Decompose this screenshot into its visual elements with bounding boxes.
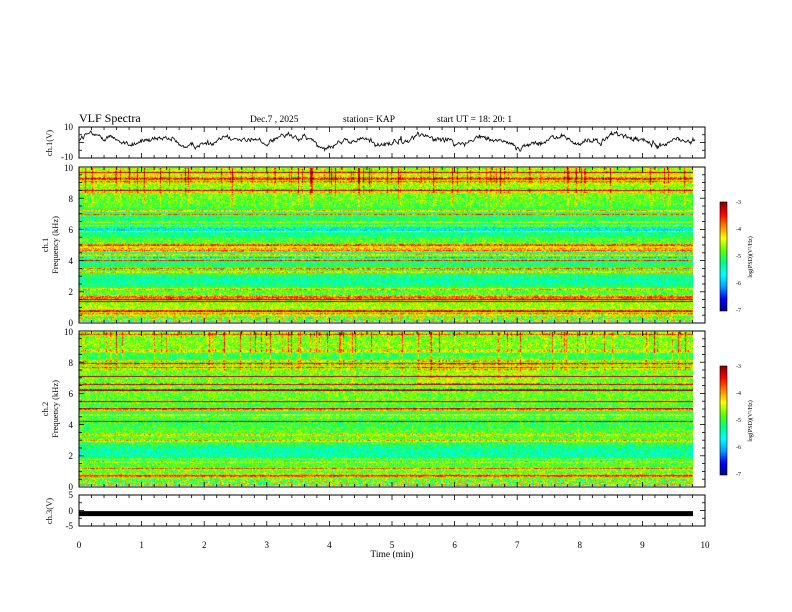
axis-tick-marks: [78, 126, 706, 527]
x-tick-label-2: 2: [202, 540, 207, 550]
ch1-ytick-6: 6: [69, 225, 74, 235]
cb1-tick-m6: -6: [736, 281, 741, 287]
x-axis-tick-labels: 0 1 2 3 4 5 6 7 8 9 10: [77, 540, 710, 550]
ch1-spectrogram-yticks: 0 2 4 6 8 10: [64, 163, 74, 328]
ch2-ytick-8: 8: [69, 358, 74, 368]
ch2-spectrogram-ylabel-channel: ch.2: [40, 402, 50, 416]
cb1-tick-m7: -7: [736, 308, 741, 314]
station-label: station= KAP: [343, 115, 395, 125]
ch1-spectrogram-panel: 0 2 4 6 8 10 ch.1 Frequency (kHz) -3 -4 …: [40, 163, 754, 328]
ch2-colorbar-label: log(PSD)(V²/Hz): [747, 400, 754, 441]
ch2-colorbar: [719, 365, 728, 476]
ch1-ytick-0: 0: [69, 318, 74, 328]
ch1-ytick-bottom: -10: [61, 152, 73, 162]
x-tick-label-1: 1: [139, 540, 144, 550]
ch1-waveform-trace: [78, 130, 696, 152]
ch3-waveform-panel: 5 0 -5 ch.3(V): [44, 490, 706, 531]
cb2-tick-m7: -7: [736, 472, 741, 478]
ch1-ytick-top: 10: [64, 122, 74, 132]
x-tick-label-0: 0: [77, 540, 82, 550]
ch1-spectrogram-image: [79, 168, 693, 322]
cb2-tick-m4: -4: [736, 391, 741, 397]
ch1-ytick-2: 2: [69, 287, 74, 297]
ch2-spectrogram-ylabel-frequency: Frequency (kHz): [50, 380, 60, 438]
ch3-ytick-bottom: -5: [66, 521, 74, 531]
figure-title: VLF Spectra: [79, 111, 141, 125]
cb1-tick-m5: -5: [736, 254, 741, 260]
ch3-waveform-ylabel: ch.3(V): [44, 498, 54, 524]
ch2-ytick-6: 6: [69, 389, 74, 399]
ch1-colorbar-label: log(PSD)(V²/Hz): [747, 236, 754, 277]
ch1-spectrogram-ylabel-frequency: Frequency (kHz): [50, 216, 60, 274]
ch1-waveform-panel: 10 -10 ch.1(V): [44, 122, 706, 162]
x-tick-label-5: 5: [390, 540, 395, 550]
ch1-spectrogram-ylabel-channel: ch.1: [40, 238, 50, 252]
start-time-label: start UT = 18: 20: 1: [437, 115, 512, 125]
ch1-colorbar: [719, 201, 728, 312]
ch2-ytick-2: 2: [69, 451, 74, 461]
ch1-ytick-8: 8: [69, 194, 74, 204]
x-tick-label-6: 6: [452, 540, 457, 550]
cb1-tick-m4: -4: [736, 227, 741, 233]
ch1-ytick-4: 4: [69, 256, 74, 266]
ch2-ytick-4: 4: [69, 420, 74, 430]
ch2-ytick-0: 0: [69, 482, 74, 492]
x-tick-label-10: 10: [701, 540, 711, 550]
date-label: Dec.7 , 2025: [250, 115, 299, 125]
cb2-tick-m6: -6: [736, 445, 741, 451]
cb2-tick-m3: -3: [736, 364, 741, 370]
ch2-ytick-10: 10: [64, 327, 74, 337]
x-axis-label: Time (min): [370, 549, 413, 560]
x-tick-label-4: 4: [327, 540, 332, 550]
ch1-ytick-10: 10: [64, 163, 74, 173]
ch1-waveform-ylabel: ch.1(V): [44, 130, 54, 156]
cb2-tick-m5: -5: [736, 418, 741, 424]
ch2-spectrogram-panel: 0 2 4 6 8 10 ch.2 Frequency (kHz) -3 -4 …: [40, 327, 754, 492]
ch2-spectrogram-image: [79, 332, 693, 486]
x-tick-label-3: 3: [265, 540, 270, 550]
ch3-ytick-top: 5: [69, 490, 74, 500]
x-tick-label-7: 7: [515, 540, 520, 550]
x-tick-label-8: 8: [578, 540, 583, 550]
ch3-ytick-mid: 0: [69, 506, 74, 516]
cb1-tick-m3: -3: [736, 200, 741, 206]
x-tick-label-9: 9: [640, 540, 645, 550]
